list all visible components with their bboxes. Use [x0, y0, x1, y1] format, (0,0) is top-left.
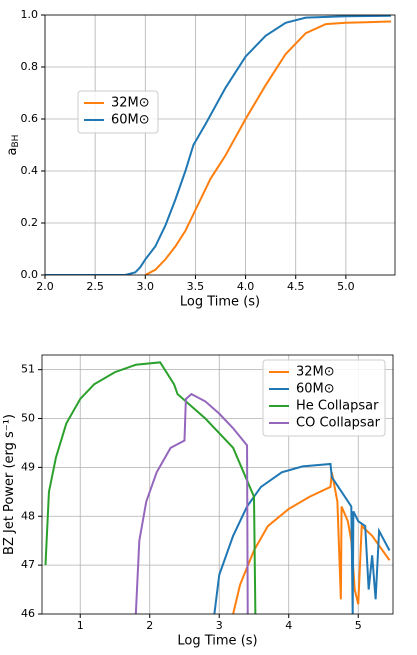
- series-line: [45, 15, 392, 275]
- x-tick-label: 4: [285, 619, 292, 632]
- legend-label: 32M⊙: [296, 365, 335, 380]
- series-line: [144, 20, 392, 275]
- plot-frame: [44, 14, 396, 276]
- y-label-sub: BH: [11, 135, 21, 148]
- x-tick-label: 3: [216, 619, 223, 632]
- series-line: [134, 392, 249, 614]
- series-line: [213, 462, 391, 614]
- y-axis-label: BZ Jet Power (erg s⁻¹): [2, 414, 17, 555]
- legend-label: 60M⊙: [111, 113, 150, 128]
- plot-frame: [41, 354, 394, 615]
- x-axis-label: Log Time (s): [177, 634, 257, 649]
- y-axis-label: aBH: [5, 135, 21, 156]
- x-tick-label: 5.0: [337, 280, 355, 293]
- legend-label: He Collapsar: [296, 399, 379, 414]
- x-axis-label: Log Time (s): [180, 295, 260, 310]
- plot: 2.0 2.5 3.0 3.5 4.0 4.5 5.0 0.0 0.2 0.4 0.6 0.8 1.0 L…: [5, 8, 396, 310]
- legend-box: [262, 359, 386, 437]
- legend-label: 60M⊙: [296, 382, 335, 397]
- x-tick-label: 5: [355, 619, 362, 632]
- y-tick-label: 49: [21, 460, 35, 473]
- x-tick-label: 2.0: [36, 280, 54, 293]
- x-tick-label: 4.5: [287, 280, 305, 293]
- x-tick-label: 3.5: [187, 280, 205, 293]
- y-tick-label: 47: [21, 558, 35, 571]
- y-tick-label: 50: [21, 412, 35, 425]
- series-line: [232, 472, 391, 614]
- y-tick-label: 1.0: [21, 8, 39, 21]
- y-label-main: BZ Jet Power (erg s⁻¹): [2, 414, 17, 555]
- legend-label: CO Collapsar: [296, 416, 381, 431]
- x-tick-label: 4.0: [237, 280, 255, 293]
- x-tick-label: 2: [146, 619, 153, 632]
- legend-box: [77, 90, 159, 134]
- legend-label: 32M⊙: [111, 96, 150, 111]
- series-line: [44, 361, 257, 614]
- y-tick-label: 0.8: [21, 60, 39, 73]
- y-tick-label: 0.2: [21, 216, 39, 229]
- x-tick-label: 3.0: [137, 280, 155, 293]
- y-tick-label: 0.4: [21, 164, 39, 177]
- y-tick-label: 48: [21, 509, 35, 522]
- x-tick-label: 2.5: [86, 280, 104, 293]
- y-tick-label: 51: [21, 363, 35, 376]
- y-label-main: a: [5, 147, 20, 155]
- x-tick-label: 1: [77, 619, 84, 632]
- y-tick-label: 46: [21, 607, 35, 620]
- y-tick-label: 0.0: [21, 268, 39, 281]
- y-tick-label: 0.6: [21, 112, 39, 125]
